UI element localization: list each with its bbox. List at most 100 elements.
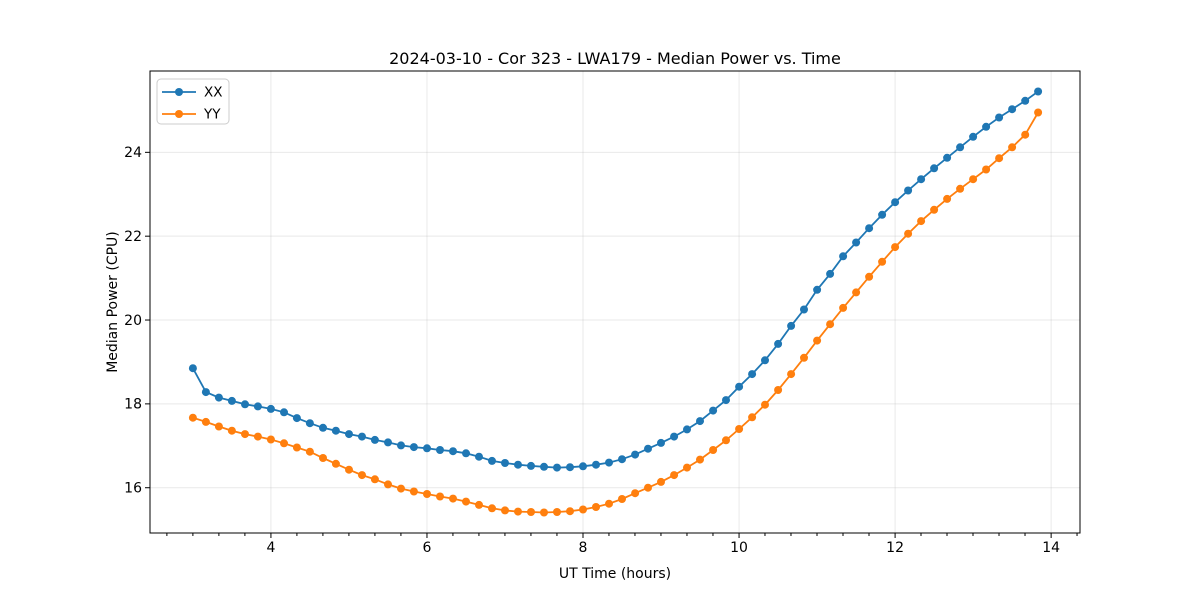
y-tick-label: 16 (124, 481, 142, 497)
data-point-xx (930, 164, 939, 173)
data-point-xx (280, 408, 288, 417)
y-tick-label: 20 (124, 313, 142, 329)
data-point-xx (241, 400, 249, 409)
data-point-yy (592, 503, 600, 511)
data-point-yy (826, 320, 835, 329)
data-point-yy (774, 386, 783, 394)
data-point-xx (423, 444, 431, 453)
data-point-yy (253, 432, 262, 441)
x-tick-label: 12 (886, 540, 904, 556)
data-point-xx (696, 417, 704, 426)
data-point-yy (266, 435, 275, 444)
x-axis-label: UT Time (hours) (559, 566, 671, 582)
data-point-yy (878, 257, 887, 266)
data-point-xx (826, 269, 835, 278)
data-point-xx (878, 210, 887, 219)
data-point-yy (227, 426, 236, 435)
data-point-yy (527, 508, 535, 516)
data-point-yy (1008, 143, 1017, 152)
data-point-yy (670, 471, 679, 480)
y-tick-label: 22 (124, 229, 142, 245)
data-point-xx (384, 438, 392, 447)
data-point-xx (605, 458, 613, 467)
legend-label-yy: YY (203, 107, 221, 123)
data-point-yy (761, 400, 769, 409)
data-point-xx (800, 305, 808, 314)
data-point-xx (436, 446, 444, 454)
data-point-yy (800, 353, 808, 362)
data-point-yy (644, 483, 652, 492)
data-point-xx (579, 462, 587, 471)
plot-area (149, 70, 1081, 534)
data-point-xx (227, 396, 236, 405)
data-point-yy (813, 336, 822, 345)
data-point-xx (813, 285, 822, 294)
data-point-yy (488, 504, 496, 513)
data-point-yy (449, 494, 457, 503)
data-point-xx (409, 443, 418, 452)
data-point-yy (214, 422, 223, 431)
data-point-xx (865, 224, 874, 233)
legend-marker-yy (175, 110, 183, 118)
data-point-yy (943, 194, 952, 203)
data-point-xx (370, 435, 379, 444)
data-point-yy (305, 447, 314, 456)
data-point-yy (384, 480, 392, 489)
data-point-yy (865, 272, 874, 281)
data-point-yy (618, 495, 626, 503)
series-line-xx (192, 90, 1039, 469)
data-point-xx (201, 388, 210, 397)
legend-marker-xx (175, 88, 183, 96)
y-tick-label: 18 (124, 397, 142, 413)
x-tick-label: 6 (423, 540, 432, 556)
data-point-xx (1034, 87, 1043, 96)
data-point-xx (943, 153, 952, 162)
data-point-yy (501, 506, 509, 515)
data-point-xx (709, 406, 718, 415)
data-point-xx (488, 456, 496, 465)
data-point-xx (644, 444, 652, 453)
x-tick-label: 10 (730, 540, 748, 556)
data-point-yy (540, 508, 548, 517)
data-point-xx (397, 441, 405, 450)
data-point-xx (631, 450, 640, 459)
data-point-xx (592, 460, 600, 469)
data-point-yy (839, 303, 848, 312)
data-point-xx (839, 252, 848, 261)
data-point-yy (852, 288, 861, 297)
data-point-xx (917, 175, 926, 184)
legend-label-xx: XX (204, 85, 223, 101)
data-point-yy (735, 425, 744, 433)
data-point-xx (748, 370, 757, 379)
data-point-yy (722, 436, 730, 445)
data-point-yy (683, 463, 691, 472)
data-point-yy (605, 499, 613, 508)
data-point-xx (305, 419, 314, 428)
data-point-yy (579, 505, 587, 514)
data-point-xx (253, 402, 262, 411)
data-point-yy (709, 446, 718, 454)
data-point-xx (761, 356, 769, 365)
data-point-yy (188, 413, 197, 422)
data-point-yy (566, 507, 574, 516)
data-point-yy (930, 205, 939, 214)
data-point-yy (345, 465, 353, 474)
data-point-xx (904, 186, 913, 195)
y-axis-label: Median Power (CPU) (105, 231, 121, 373)
legend-box (156, 78, 230, 125)
data-point-xx (501, 459, 509, 467)
data-point-xx (995, 113, 1004, 122)
data-point-xx (266, 404, 275, 413)
data-point-xx (956, 143, 965, 152)
data-point-xx (1021, 96, 1030, 105)
data-point-yy (331, 459, 340, 468)
data-point-xx (774, 339, 783, 348)
data-point-yy (982, 165, 991, 174)
data-point-xx (345, 430, 353, 439)
data-point-xx (331, 426, 340, 435)
data-point-yy (475, 500, 483, 509)
data-point-yy (436, 492, 444, 501)
data-point-xx (969, 132, 978, 141)
